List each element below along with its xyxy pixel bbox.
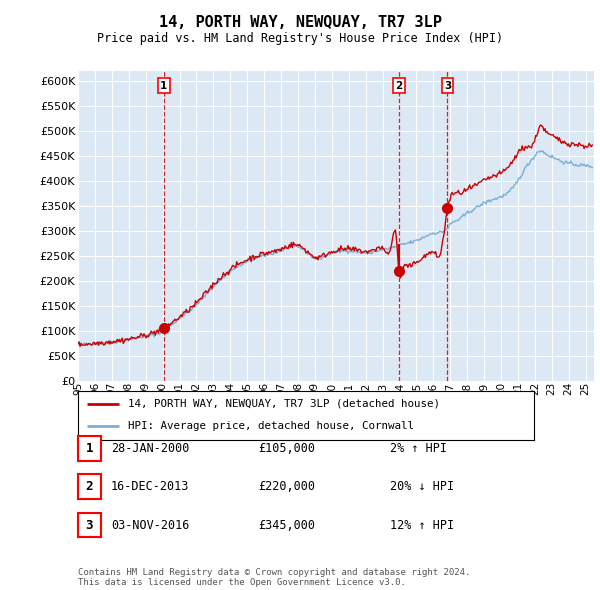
Text: 2% ↑ HPI: 2% ↑ HPI <box>390 442 447 455</box>
Text: 1: 1 <box>160 81 167 91</box>
Text: 28-JAN-2000: 28-JAN-2000 <box>111 442 190 455</box>
Text: 20% ↓ HPI: 20% ↓ HPI <box>390 480 454 493</box>
Text: 3: 3 <box>86 519 93 532</box>
Text: 03-NOV-2016: 03-NOV-2016 <box>111 519 190 532</box>
Text: 14, PORTH WAY, NEWQUAY, TR7 3LP (detached house): 14, PORTH WAY, NEWQUAY, TR7 3LP (detache… <box>128 399 440 409</box>
Text: 3: 3 <box>444 81 451 91</box>
Text: Contains HM Land Registry data © Crown copyright and database right 2024.
This d: Contains HM Land Registry data © Crown c… <box>78 568 470 587</box>
Text: £220,000: £220,000 <box>258 480 315 493</box>
Text: 2: 2 <box>86 480 93 493</box>
Text: HPI: Average price, detached house, Cornwall: HPI: Average price, detached house, Corn… <box>128 421 414 431</box>
Text: 2: 2 <box>395 81 403 91</box>
Text: 16-DEC-2013: 16-DEC-2013 <box>111 480 190 493</box>
Text: 12% ↑ HPI: 12% ↑ HPI <box>390 519 454 532</box>
Text: 1: 1 <box>86 442 93 455</box>
Text: 14, PORTH WAY, NEWQUAY, TR7 3LP: 14, PORTH WAY, NEWQUAY, TR7 3LP <box>158 15 442 30</box>
Text: £105,000: £105,000 <box>258 442 315 455</box>
Text: Price paid vs. HM Land Registry's House Price Index (HPI): Price paid vs. HM Land Registry's House … <box>97 32 503 45</box>
Text: £345,000: £345,000 <box>258 519 315 532</box>
